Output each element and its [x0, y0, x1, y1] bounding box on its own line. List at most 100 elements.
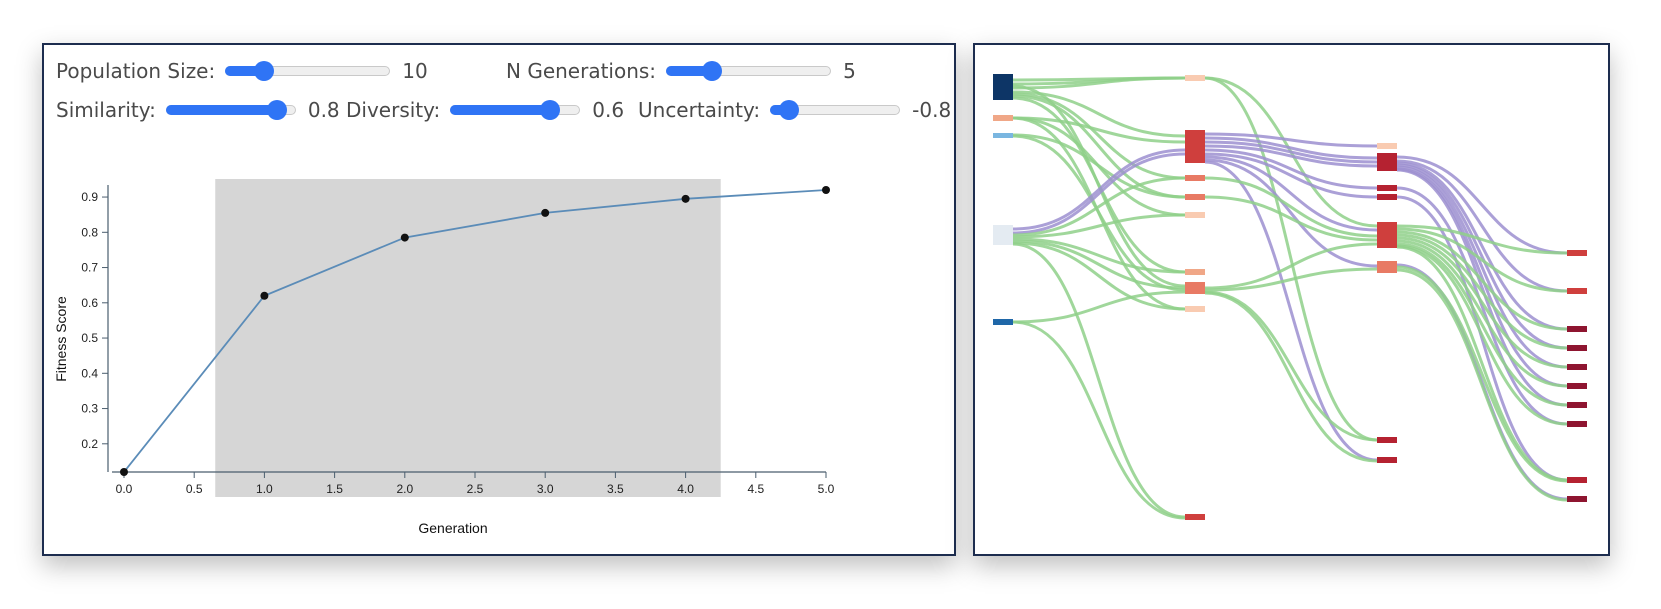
- lineage-node[interactable]: [1377, 153, 1397, 171]
- lineage-link: [1396, 245, 1568, 482]
- lineage-link: [1012, 92, 1186, 180]
- population-size-label: Population Size:: [56, 59, 216, 83]
- lineage-node[interactable]: [1377, 457, 1397, 463]
- fitness-panel: Population Size: 10 N Generations: 5 Sim…: [42, 43, 956, 556]
- selection-brush[interactable]: [215, 179, 721, 497]
- lineage-node[interactable]: [1377, 185, 1397, 191]
- data-point[interactable]: [822, 186, 830, 194]
- lineage-node[interactable]: [1377, 437, 1397, 443]
- similarity-slider[interactable]: [165, 99, 296, 121]
- lineage-node[interactable]: [1185, 269, 1205, 275]
- lineage-node[interactable]: [993, 133, 1013, 138]
- uncertainty-label: Uncertainty:: [638, 98, 761, 122]
- lineage-node[interactable]: [1185, 282, 1205, 294]
- y-tick-label: 0.6: [81, 296, 98, 310]
- diversity-slider[interactable]: [450, 99, 581, 121]
- lineage-link: [1396, 195, 1568, 482]
- lineage-link: [1012, 290, 1186, 324]
- lineage-node[interactable]: [993, 74, 1013, 100]
- lineage-node[interactable]: [1377, 143, 1397, 149]
- lineage-node[interactable]: [1567, 288, 1587, 294]
- lineage-node[interactable]: [1567, 250, 1587, 256]
- lineage-node[interactable]: [1185, 130, 1205, 163]
- lineage-link: [1012, 148, 1186, 231]
- lineage-link: [1204, 291, 1378, 463]
- lineage-link: [1396, 168, 1568, 407]
- lineage-node[interactable]: [1185, 514, 1205, 520]
- lineage-link: [1204, 160, 1378, 462]
- lineage-node[interactable]: [1567, 477, 1587, 483]
- lineage-node[interactable]: [1567, 421, 1587, 427]
- lineage-node[interactable]: [993, 115, 1013, 121]
- uncertainty-value: -0.8: [912, 98, 952, 122]
- lineage-link: [1396, 163, 1568, 350]
- lineage-link: [1012, 239, 1186, 290]
- x-tick-label: 3.0: [537, 482, 554, 496]
- lineage-node[interactable]: [1567, 364, 1587, 370]
- lineage-link: [1396, 239, 1568, 388]
- diversity-control: Diversity: 0.6: [346, 98, 624, 122]
- slider-thumb[interactable]: [702, 61, 723, 81]
- lineage-link: [1012, 242, 1186, 519]
- lineage-link: [1012, 84, 1186, 288]
- lineage-link: [1396, 233, 1568, 350]
- lineage-node[interactable]: [1567, 402, 1587, 408]
- data-point[interactable]: [681, 194, 690, 203]
- lineage-link: [1012, 241, 1186, 311]
- lineage-node[interactable]: [1377, 194, 1397, 200]
- slider-thumb[interactable]: [539, 100, 560, 120]
- lineage-link: [1204, 176, 1378, 238]
- x-tick-label: 5.0: [818, 482, 835, 496]
- lineage-node[interactable]: [1567, 345, 1587, 351]
- lineage-link: [1396, 230, 1568, 331]
- lineage-link: [1204, 290, 1378, 442]
- slider-thumb[interactable]: [779, 100, 800, 120]
- lineage-link: [1012, 320, 1186, 520]
- lineage-node[interactable]: [1567, 496, 1587, 502]
- lineage-link: [1012, 152, 1186, 235]
- n-generations-slider[interactable]: [666, 60, 832, 82]
- x-tick-label: 1.5: [326, 482, 343, 496]
- lineage-node[interactable]: [1185, 194, 1205, 200]
- lineage-link: [1204, 144, 1378, 168]
- slider-thumb[interactable]: [254, 61, 275, 81]
- lineage-link: [1204, 148, 1378, 190]
- slider-thumb[interactable]: [266, 100, 287, 120]
- data-point[interactable]: [541, 208, 550, 217]
- y-tick-label: 0.3: [81, 402, 98, 416]
- fitness-series-line: [123, 189, 827, 473]
- x-tick-label: 1.0: [256, 482, 273, 496]
- population-size-value: 10: [402, 59, 428, 83]
- lineage-node[interactable]: [1185, 75, 1205, 81]
- lineage-link: [1012, 134, 1186, 292]
- lineage-node[interactable]: [1567, 326, 1587, 332]
- data-point[interactable]: [400, 233, 409, 242]
- lineage-link: [1396, 224, 1568, 255]
- data-point[interactable]: [120, 468, 128, 476]
- x-axis-label: Generation: [418, 520, 487, 536]
- diversity-label: Diversity:: [346, 98, 441, 122]
- data-point[interactable]: [260, 291, 269, 300]
- lineage-node[interactable]: [1567, 383, 1587, 389]
- lineage-node[interactable]: [1185, 306, 1205, 312]
- population-size-slider[interactable]: [225, 60, 391, 82]
- lineage-link: [1396, 161, 1568, 331]
- similarity-control: Similarity: 0.8: [56, 98, 340, 122]
- uncertainty-control: Uncertainty: -0.8: [638, 98, 951, 122]
- lineage-node[interactable]: [993, 319, 1013, 325]
- lineage-node[interactable]: [1377, 261, 1397, 273]
- lineage-link: [1204, 136, 1378, 160]
- lineage-link: [1012, 237, 1186, 274]
- uncertainty-slider[interactable]: [770, 99, 901, 121]
- lineage-node[interactable]: [993, 225, 1013, 245]
- lineage-link: [1012, 116, 1186, 144]
- lineage-link: [1012, 176, 1186, 237]
- lineage-node[interactable]: [1185, 212, 1205, 218]
- lineage-link: [1012, 76, 1186, 90]
- lineage-node[interactable]: [1377, 222, 1397, 248]
- fitness-line-chart: 0.0 0.5 1.0 1.5 2.0 2.5 3.0 3.5 4.0 4.5 5.0 0.2 0.3 0…: [53, 179, 835, 536]
- lineage-link: [1396, 227, 1568, 293]
- lineage-link: [1012, 94, 1186, 199]
- lineage-node[interactable]: [1185, 175, 1205, 181]
- lineage-link: [1204, 132, 1378, 148]
